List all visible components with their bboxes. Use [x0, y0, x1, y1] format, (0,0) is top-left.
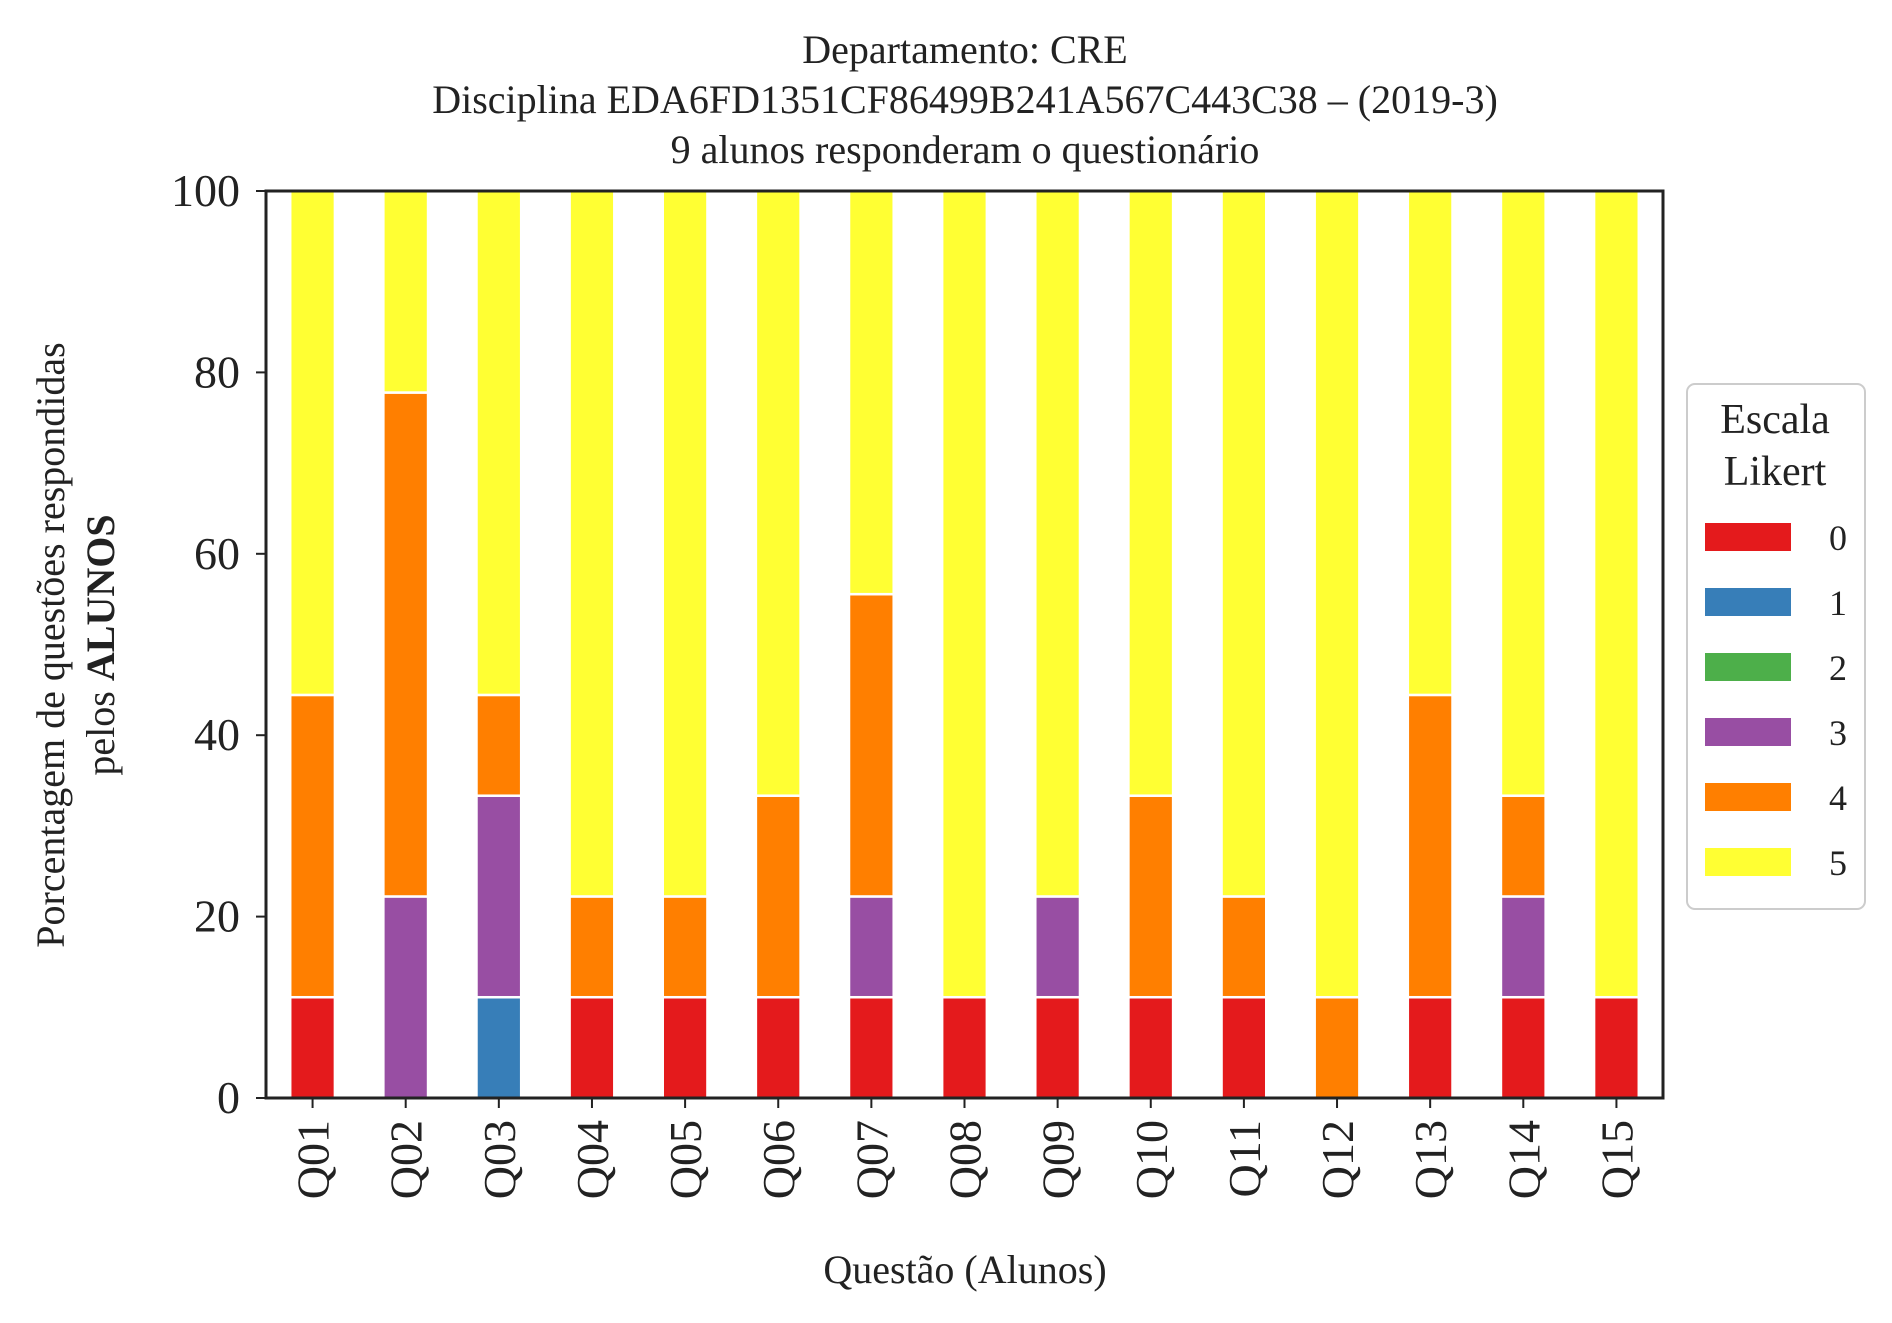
legend-box — [1686, 383, 1866, 910]
y-tick-label: 100 — [171, 165, 240, 216]
legend-label-3: 3 — [1829, 713, 1847, 753]
legend: Escala Likert 0 1 2 3 4 5 — [1686, 383, 1866, 910]
bar-Q06-likert-5 — [754, 189, 802, 797]
bar-Q12-likert-4 — [1313, 995, 1361, 1100]
bar-Q02-likert-5 — [382, 189, 430, 394]
bar-Q07-likert-4 — [847, 592, 895, 898]
bar-Q10-likert-0 — [1127, 995, 1175, 1100]
y-tick-label: 80 — [194, 346, 240, 397]
x-tick-label: Q10 — [1126, 1120, 1177, 1199]
legend-swatch-0 — [1705, 523, 1791, 551]
chart-title-line-2: Disciplina EDA6FD1351CF86499B241A567C443… — [432, 77, 1498, 122]
bar-Q03-likert-5 — [475, 189, 523, 697]
bar-Q05-likert-4 — [661, 895, 709, 999]
bar-Q07-likert-0 — [847, 995, 895, 1100]
x-tick-label: Q06 — [753, 1120, 804, 1199]
legend-label-2: 2 — [1829, 648, 1847, 688]
bar-Q15-likert-5 — [1592, 189, 1641, 999]
bars-layer — [288, 189, 1641, 1100]
legend-label-0: 0 — [1829, 518, 1847, 558]
legend-swatch-2 — [1705, 653, 1791, 681]
chart-title-line-1: Departamento: CRE — [802, 27, 1127, 72]
y-tick-label: 20 — [194, 891, 240, 942]
bar-Q12-likert-5 — [1313, 189, 1361, 999]
y-axis-ticks: 0 20 40 60 80 100 — [171, 165, 266, 1123]
x-tick-label: Q11 — [1219, 1120, 1270, 1198]
bar-Q14-likert-5 — [1499, 189, 1547, 797]
bar-Q01-likert-5 — [288, 189, 337, 697]
bar-Q04-likert-5 — [568, 189, 616, 898]
bar-Q01-likert-0 — [288, 995, 337, 1100]
bar-Q09-likert-0 — [1034, 995, 1082, 1100]
bar-Q03-likert-3 — [475, 794, 523, 999]
legend-title-line-2: Likert — [1724, 449, 1827, 495]
x-axis-label: Questão (Alunos) — [823, 1247, 1106, 1292]
x-tick-label: Q15 — [1591, 1120, 1642, 1199]
bar-Q03-likert-1 — [475, 995, 523, 1100]
chart-title-line-3: 9 alunos responderam o questionário — [671, 127, 1260, 172]
legend-items: 0 1 2 3 4 5 — [1705, 518, 1847, 883]
bar-Q02-likert-3 — [382, 895, 430, 1100]
bar-Q09-likert-5 — [1034, 189, 1082, 898]
bar-Q11-likert-0 — [1220, 995, 1268, 1100]
x-tick-label: Q08 — [940, 1120, 991, 1199]
bar-Q14-likert-4 — [1499, 794, 1547, 898]
bar-Q13-likert-4 — [1406, 693, 1454, 999]
y-axis-label-line-2: pelos ALUNOS — [78, 514, 123, 775]
bar-Q11-likert-4 — [1220, 895, 1268, 999]
x-tick-label: Q01 — [288, 1120, 339, 1199]
legend-swatch-3 — [1705, 718, 1791, 746]
bar-Q04-likert-4 — [568, 895, 616, 999]
x-tick-label: Q05 — [660, 1120, 711, 1199]
y-axis-label-prefix: pelos — [78, 681, 123, 775]
bar-Q13-likert-0 — [1406, 995, 1454, 1100]
bar-Q11-likert-5 — [1220, 189, 1268, 898]
legend-title-line-1: Escala — [1720, 397, 1830, 443]
bar-Q01-likert-4 — [288, 693, 337, 999]
legend-swatch-4 — [1705, 783, 1791, 811]
bar-Q05-likert-0 — [661, 995, 709, 1100]
bar-Q15-likert-0 — [1592, 995, 1641, 1100]
y-tick-label: 40 — [194, 709, 240, 760]
bar-Q08-likert-0 — [940, 995, 989, 1100]
bar-Q04-likert-0 — [568, 995, 616, 1100]
bar-Q14-likert-0 — [1499, 995, 1547, 1100]
x-tick-label: Q03 — [474, 1120, 525, 1199]
bar-Q08-likert-5 — [940, 189, 989, 999]
y-tick-label: 0 — [217, 1072, 240, 1123]
bar-Q05-likert-5 — [661, 189, 709, 898]
bar-Q10-likert-5 — [1127, 189, 1175, 797]
y-tick-label: 60 — [194, 528, 240, 579]
x-tick-label: Q13 — [1405, 1120, 1456, 1199]
x-tick-label: Q14 — [1498, 1120, 1549, 1199]
legend-label-4: 4 — [1829, 778, 1847, 818]
legend-swatch-5 — [1705, 848, 1791, 876]
bar-Q10-likert-4 — [1127, 794, 1175, 999]
bar-Q13-likert-5 — [1406, 189, 1454, 697]
bar-Q06-likert-0 — [754, 995, 802, 1100]
x-axis-ticks: Q01 Q02 Q03 Q04 Q05 Q06 Q07 Q08 Q09 Q10 Q11 Q12 Q13 Q… — [288, 1098, 1642, 1199]
x-tick-label: Q02 — [381, 1120, 432, 1199]
bar-Q06-likert-4 — [754, 794, 802, 999]
legend-swatch-1 — [1705, 588, 1791, 616]
bar-Q09-likert-3 — [1034, 895, 1082, 999]
bar-Q02-likert-4 — [382, 391, 430, 898]
legend-label-1: 1 — [1829, 583, 1847, 623]
legend-label-5: 5 — [1829, 843, 1847, 883]
x-tick-label: Q04 — [567, 1120, 618, 1199]
y-axis-label-line-1: Porcentagem de questões respondidas — [28, 342, 73, 947]
bar-Q03-likert-4 — [475, 693, 523, 797]
x-tick-label: Q12 — [1312, 1120, 1363, 1199]
bar-Q07-likert-5 — [847, 189, 895, 596]
x-tick-label: Q09 — [1033, 1120, 1084, 1199]
bar-Q07-likert-3 — [847, 895, 895, 999]
y-axis-label-bold: ALUNOS — [78, 514, 123, 681]
bar-Q14-likert-3 — [1499, 895, 1547, 999]
x-tick-label: Q07 — [846, 1120, 897, 1199]
